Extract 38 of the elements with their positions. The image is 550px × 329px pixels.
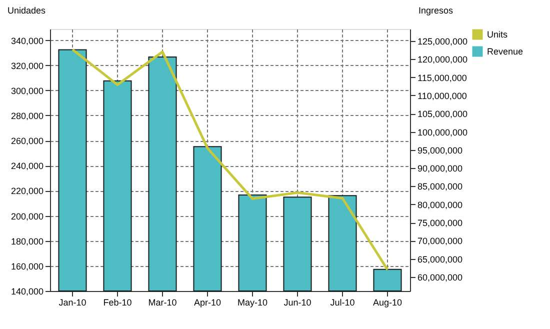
x-tick-label: Jun-10 [284,298,312,308]
y2-tick-label: 115,000,000 [418,72,467,83]
x-tick-label: Jul-10 [330,298,355,308]
line-series [71,48,389,271]
x-tick-label: Apr-10 [194,298,222,308]
y2-tick-label: 80,000,000 [418,200,463,210]
y2-axis-title: Ingresos [418,6,454,16]
legend-label: Revenue [487,46,524,56]
y2-tick-label: 120,000,000 [418,54,468,65]
y-tick-label: 180,000 [10,236,44,246]
y-tick-label: 300,000 [10,86,44,96]
y2-tick-label: 100,000,000 [418,127,468,138]
y-tick-label: 340,000 [10,36,44,46]
x-tick-label: May-10 [237,298,268,308]
y2-tick-label: 125,000,000 [418,36,468,46]
y-tick-label: 240,000 [10,161,44,172]
y-tick-label: 220,000 [10,186,44,196]
x-tick-label: Aug-10 [372,298,402,308]
y-tick-label: 320,000 [10,60,44,71]
y2-tick-label: 95,000,000 [418,145,463,156]
legend-label: Units [487,30,508,40]
y-tick-label: 140,000 [10,286,44,296]
y2-tick-label: 90,000,000 [418,164,463,174]
y2-tick-label: 105,000,000 [418,109,468,120]
y-tick-label: 260,000 [10,136,44,146]
x-tick-label: Feb-10 [103,298,132,308]
x-tick-label: Mar-10 [148,298,177,308]
y-tick-label: 160,000 [10,261,44,272]
y2-tick-label: 110,000,000 [418,90,467,101]
y-axis-title: Unidades [7,6,46,16]
y2-tick-label: 60,000,000 [418,272,463,283]
y-tick-label: 280,000 [10,111,44,121]
y2-tick-label: 70,000,000 [418,236,463,246]
y2-tick-label: 65,000,000 [418,254,463,264]
y-tick-label: 200,000 [10,211,44,222]
y2-tick-label: 85,000,000 [418,182,463,192]
y2-tick-label: 75,000,000 [418,218,463,228]
x-tick-label: Jan-10 [58,298,86,308]
